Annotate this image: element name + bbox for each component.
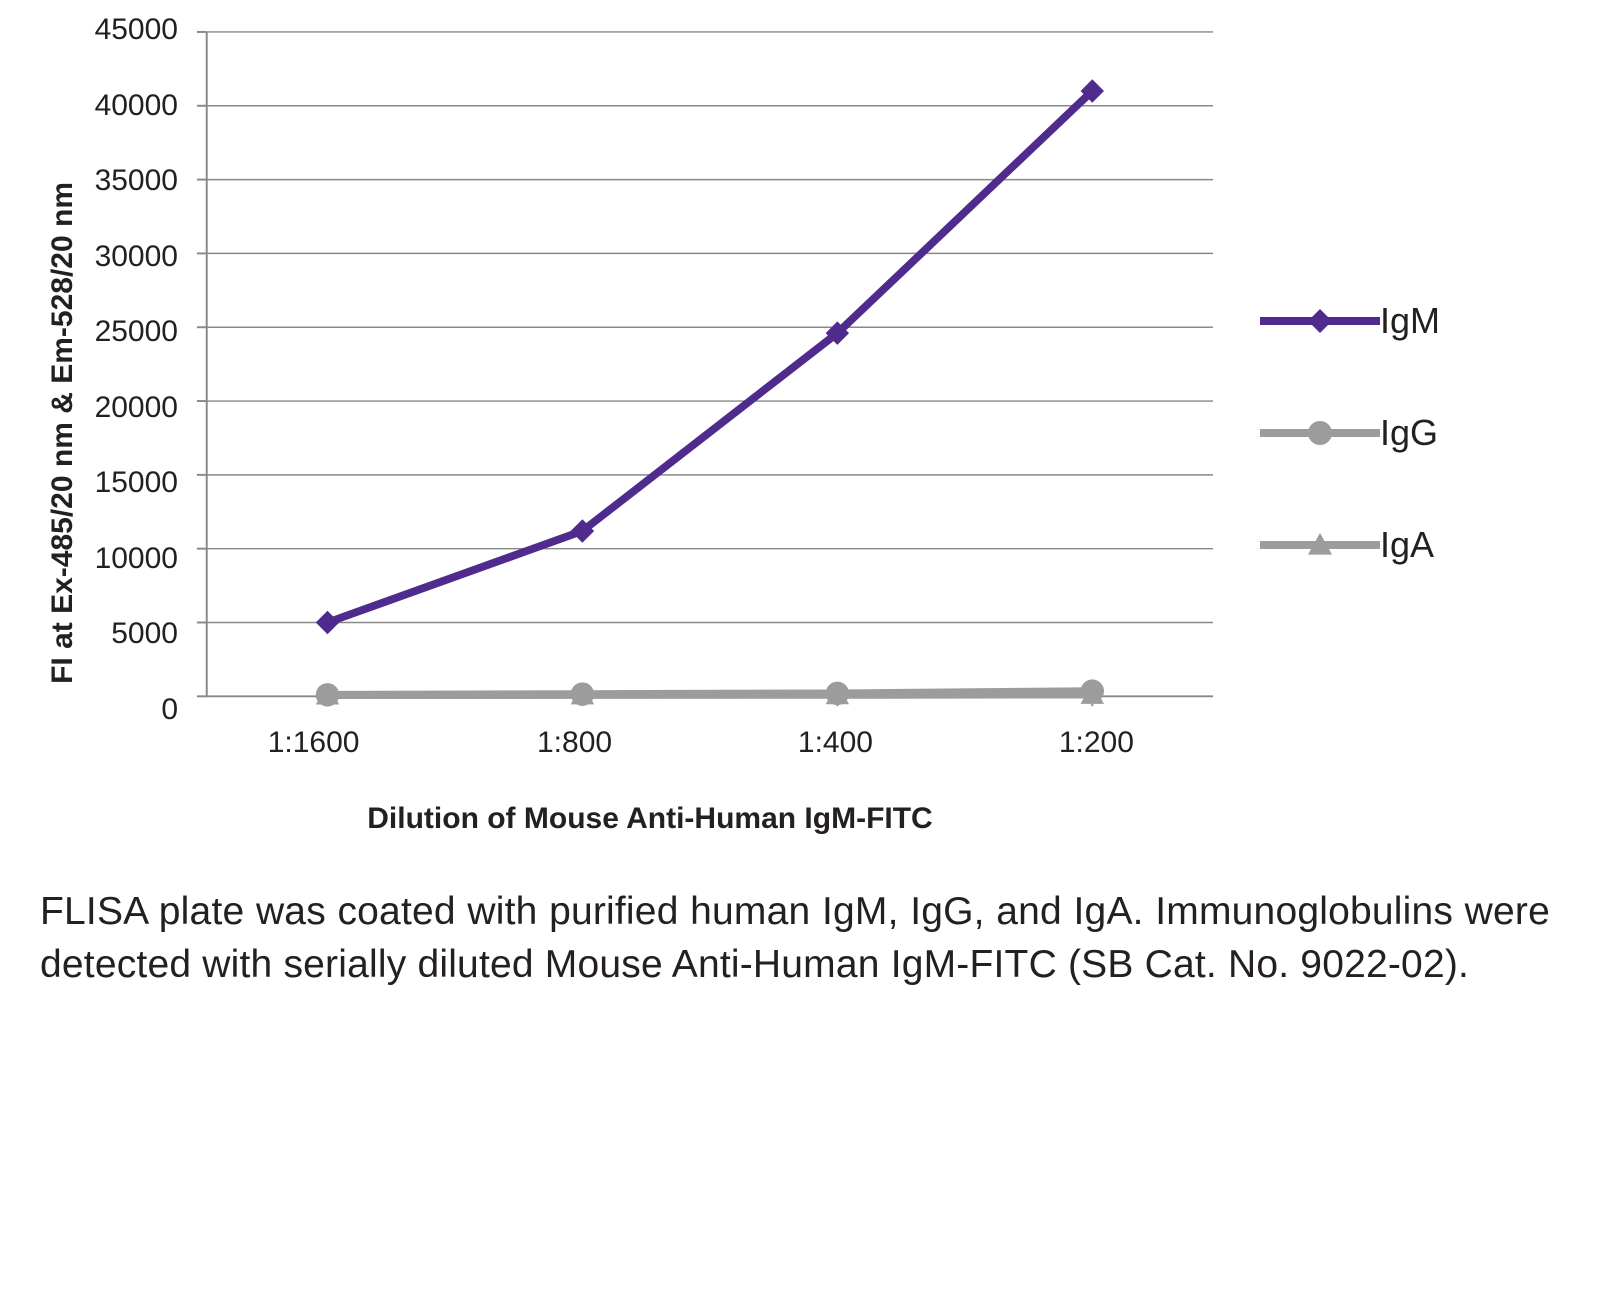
y-axis-label: FI at Ex-485/20 nm & Em-528/20 nm [40,182,80,684]
diamond-icon [1260,306,1380,336]
legend-item: IgM [1260,300,1440,342]
x-tick-label: 1:800 [537,726,612,760]
legend-label: IgG [1380,412,1438,454]
circle-icon [1260,418,1380,448]
y-axis-ticks: 4500040000350003000025000200001500010000… [80,30,190,710]
x-axis-ticks: 1:1600 1:800 1:400 1:200 [190,726,1220,762]
legend: IgM IgG IgA [1260,300,1440,566]
triangle-icon [1260,530,1380,560]
legend-item: IgA [1260,524,1440,566]
plot-area [190,30,1220,710]
x-tick-label: 1:400 [798,726,873,760]
legend-label: IgA [1380,524,1434,566]
legend-item: IgG [1260,412,1440,454]
chart-container: FI at Ex-485/20 nm & Em-528/20 nm 450004… [40,30,1565,836]
figure-caption: FLISA plate was coated with purified hum… [40,886,1550,991]
x-tick-label: 1:200 [1059,726,1134,760]
x-axis-label: Dilution of Mouse Anti-Human IgM-FITC [367,802,932,836]
legend-label: IgM [1380,300,1440,342]
x-tick-label: 1:1600 [268,726,360,760]
